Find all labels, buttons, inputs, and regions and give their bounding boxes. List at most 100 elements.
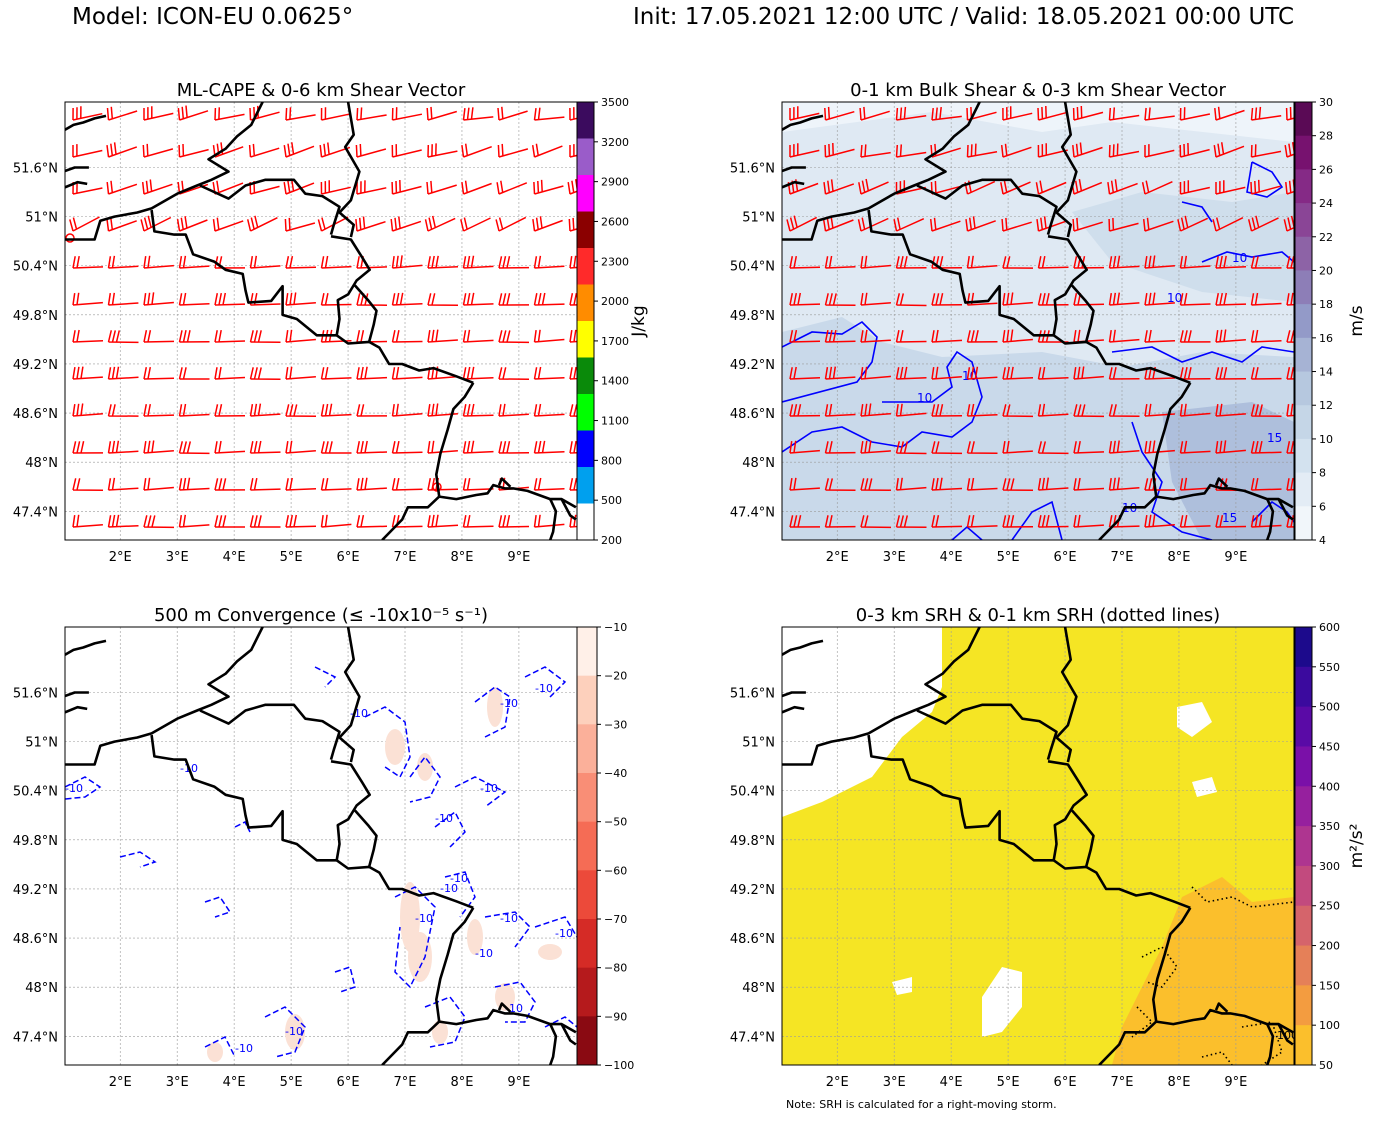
model-title: Model: ICON-EU 0.0625° — [72, 4, 354, 30]
shear-barb — [140, 215, 172, 232]
contour-dashed — [544, 1016, 577, 1028]
contour-label: -10 — [500, 697, 518, 710]
shear-barb — [249, 105, 280, 121]
shear-barb — [1073, 366, 1104, 380]
shear-barb — [285, 329, 316, 343]
lat-tick-label: 47.4°N — [13, 505, 58, 520]
colorbar-tick-label: 3200 — [601, 136, 629, 149]
shear-barb — [355, 143, 387, 158]
shear-barb — [966, 441, 998, 454]
contour-line — [1011, 500, 1063, 540]
shear-barb — [895, 256, 927, 269]
contour-dashed — [444, 871, 476, 918]
shear-barb — [106, 217, 137, 232]
colorbar-tick-label: 250 — [1319, 900, 1340, 913]
lat-tick-label: 48.6°N — [13, 932, 58, 947]
contour-dashed — [364, 706, 411, 779]
lat-tick-label: 48°N — [25, 981, 58, 996]
border-line — [782, 180, 805, 189]
border-line — [1214, 477, 1229, 488]
shear-barb — [824, 515, 856, 528]
border-line — [560, 1023, 577, 1046]
shear-barb — [966, 255, 998, 269]
shear-barb — [1073, 477, 1105, 491]
lat-tick-label: 49.8°N — [730, 834, 775, 849]
shear-barb — [789, 292, 821, 306]
colorbar-tick-label: 450 — [1319, 740, 1340, 753]
shear-barb — [462, 514, 494, 528]
lat-tick-label: 47.4°N — [13, 1030, 58, 1045]
colorbar-tick-label: 4 — [1319, 534, 1326, 547]
shear-barb — [1250, 106, 1282, 121]
shear-barb — [533, 403, 565, 417]
colorbar-segment — [1295, 405, 1312, 440]
colorbar-segment — [1295, 135, 1312, 170]
border-line — [353, 284, 378, 343]
shear-barb — [178, 367, 210, 380]
map-area: 100 51.6°N 51°N 50.4°N 49.8°N 49.2°N 48.6°N 48°… — [730, 626, 1295, 1090]
shear-barb — [427, 329, 458, 343]
lon-tick-label: 7°E — [1111, 550, 1134, 565]
shear-barb — [931, 404, 963, 417]
map-frame — [781, 101, 1295, 541]
lon-tick-label: 4°E — [223, 550, 246, 565]
contour-line — [1201, 251, 1294, 263]
shear-barb — [391, 179, 422, 195]
shear-barb — [966, 403, 998, 417]
contour-label: 15 — [1222, 511, 1237, 525]
colorbar-segment — [577, 503, 594, 541]
lat-tick-label: 50.4°N — [730, 260, 775, 275]
colorbar-tick-label: 18 — [1319, 298, 1333, 311]
axis-labels: 51.6°N 51°N 50.4°N 49.8°N 49.2°N 48.6°N 48°N 47… — [730, 686, 1248, 1090]
shear-barb — [249, 367, 281, 380]
border-line — [338, 627, 361, 763]
shear-barb — [427, 477, 459, 491]
colorbar-segment — [1295, 203, 1312, 238]
border-line — [782, 639, 824, 657]
shear-barb — [1002, 515, 1034, 528]
shear-barb — [1108, 514, 1140, 528]
colorbar-segment — [1295, 666, 1312, 708]
lat-tick-label: 51.6°N — [13, 686, 58, 701]
shear-barb — [893, 217, 925, 232]
shear-barb — [1284, 142, 1294, 158]
contour-dotted — [1191, 886, 1294, 908]
shear-barb — [246, 215, 278, 232]
shear-barb — [319, 142, 351, 158]
shear-barb — [495, 216, 527, 232]
shear-barb — [249, 515, 281, 528]
shear-barb — [931, 107, 962, 121]
contour-dashed — [264, 1006, 306, 1058]
shear-barb — [1286, 441, 1294, 454]
border-line — [330, 235, 371, 336]
shear-barb — [1002, 106, 1033, 121]
shear-barb — [498, 514, 530, 528]
shear-barb — [1215, 403, 1246, 417]
shear-barb — [320, 403, 352, 417]
shear-barb — [142, 143, 174, 158]
shear-barb — [72, 144, 103, 158]
shear-barb — [789, 440, 820, 454]
shear-barb — [462, 366, 494, 380]
colorbar-tick-label: −60 — [604, 864, 627, 877]
shear-barb — [460, 217, 491, 232]
contour-label: 10 — [1232, 251, 1247, 265]
shear-barb — [1250, 144, 1282, 158]
colorbar-tick-label: 2900 — [601, 176, 629, 189]
gridlines — [782, 627, 1294, 1065]
lat-tick-label: 51°N — [742, 736, 775, 751]
shear-barb — [498, 256, 530, 269]
shear-barb — [72, 478, 104, 491]
shear-barb — [1179, 367, 1211, 380]
contour-line — [951, 525, 983, 540]
contour-label: -10 — [435, 812, 453, 825]
lon-tick-label: 8°E — [1167, 550, 1190, 565]
shear-barb — [1179, 107, 1211, 121]
colorbar-tick-label: 200 — [1319, 940, 1340, 953]
border-line — [439, 483, 577, 509]
panel-title: 0-3 km SRH & 0-1 km SRH (dotted lines) — [856, 605, 1220, 626]
shear-barb — [106, 142, 138, 158]
shear-barb — [569, 144, 577, 158]
contour-dashed — [409, 755, 441, 803]
shear-barb — [1144, 255, 1175, 269]
